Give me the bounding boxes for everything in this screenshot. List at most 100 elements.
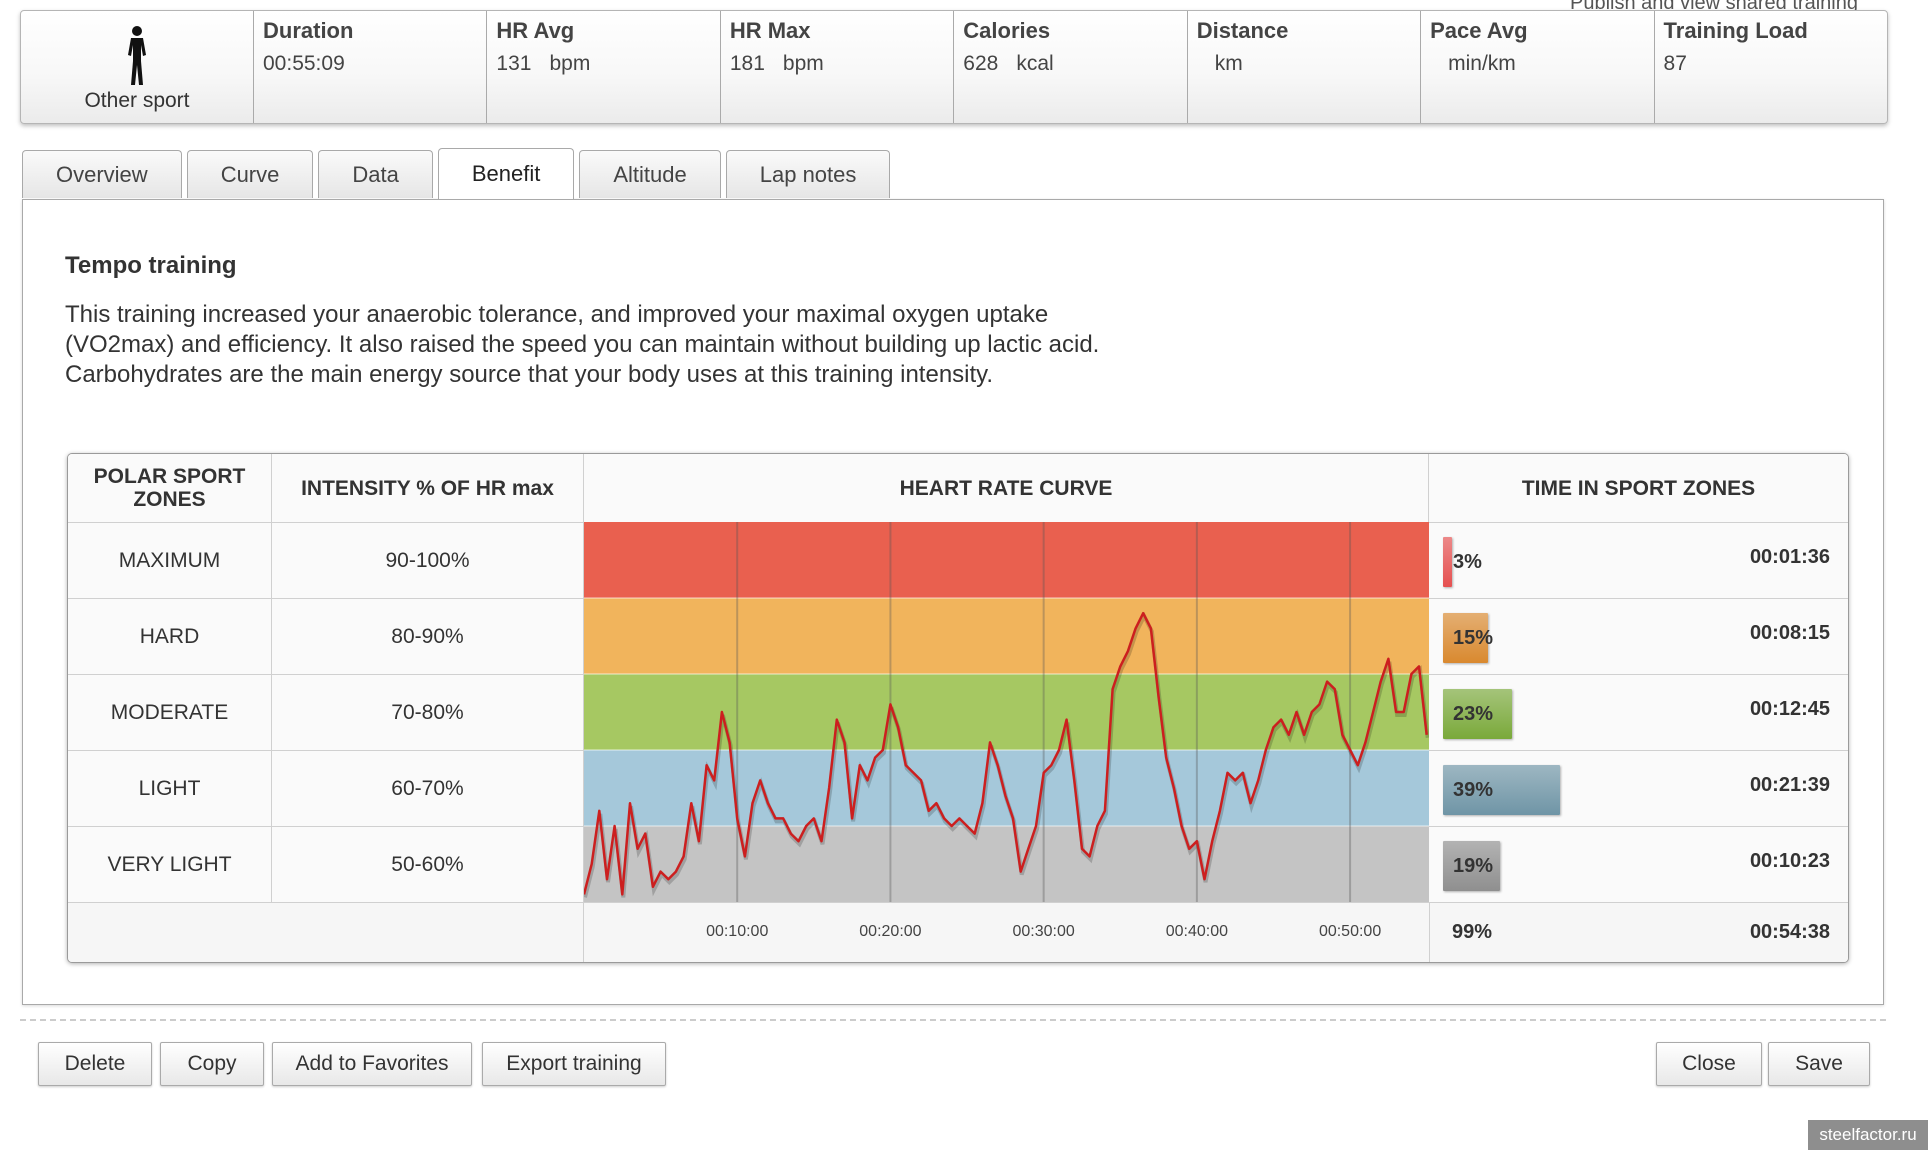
zone-intensity: 90-100% [272,523,584,598]
header-sport-zones: POLAR SPORT ZONES [68,454,272,522]
benefit-title: Tempo training [65,252,237,279]
sport-label: Other sport [84,89,190,112]
heart-rate-curve-chart: 00:10:00 00:20:00 00:30:00 00:40:00 00:50:00 [584,522,1429,940]
zone-time-value: 00:10:23 [1749,850,1830,872]
metric-unit: bpm [549,52,591,75]
zone-time-bar [1443,537,1452,587]
zone-name: MODERATE [68,675,272,750]
zone-name: HARD [68,599,272,674]
zone-time-cell: 39% 00:21:39 [1429,751,1848,826]
zone-time-cell: 23% 00:12:45 [1429,675,1848,750]
zone-name: LIGHT [68,751,272,826]
copy-button[interactable]: Copy [160,1042,264,1086]
metric-value: 628 [963,52,999,75]
zone-time-bar [1443,689,1512,739]
x-tick-label: 00:30:00 [1013,923,1075,940]
zone-time-value: 00:12:45 [1749,698,1830,720]
header-time-in-zones: TIME IN SPORT ZONES [1429,454,1848,522]
zone-intensity: 60-70% [272,751,584,826]
x-tick-label: 00:50:00 [1319,923,1381,940]
metric-title: HR Avg [496,18,575,43]
benefit-description-line: (VO2max) and efficiency. It also raised … [65,331,1100,358]
tab-lap-notes[interactable]: Lap notes [725,150,891,198]
zone-time-cell: 3% 00:01:36 [1429,523,1848,598]
metric-unit: kcal [1016,52,1054,75]
tab-altitude[interactable]: Altitude [579,150,721,198]
zone-time-percent: 39% [1453,779,1494,801]
total-time: 00:54:38 [1749,921,1830,943]
zone-row-moderate: MODERATE 70-80% 23% 00:12:45 [68,674,1848,750]
delete-button[interactable]: Delete [38,1042,152,1086]
benefit-description-line: Carbohydrates are the main energy source… [65,361,994,388]
zone-time-cell: 15% 00:08:15 [1429,599,1848,674]
header-intensity: INTENSITY % OF HR max [272,454,584,522]
metric-value: 181 [729,52,765,75]
metric-calories: Calories 628 kcal [954,11,1188,123]
zone-time-percent: 3% [1453,551,1482,573]
zone-time-percent: 19% [1453,855,1494,877]
metric-title: Distance [1196,18,1289,43]
tab-curve[interactable]: Curve [186,150,314,198]
zone-name: VERY LIGHT [68,827,272,902]
zone-name: MAXIMUM [68,523,272,598]
zone-time-percent: 15% [1453,627,1494,649]
x-tick-label: 00:40:00 [1166,923,1228,940]
zone-intensity: 50-60% [272,827,584,902]
close-button[interactable]: Close [1656,1042,1762,1086]
zone-row-maximum: MAXIMUM 90-100% 3% 00:01:36 [68,522,1848,598]
metric-unit: km [1214,52,1243,75]
section-divider [20,1019,1886,1021]
zone-row-very-light: VERY LIGHT 50-60% 19% 00:10:23 [68,826,1848,902]
zone-band [584,674,1429,750]
tab-benefit[interactable]: Benefit [437,148,575,199]
zones-total-row: 99% 00:54:38 [68,902,1848,962]
total-percent: 99% [1452,921,1493,943]
x-tick-label: 00:10:00 [706,923,768,940]
save-button[interactable]: Save [1768,1042,1870,1086]
watermark: steelfactor.ru [1808,1120,1928,1150]
training-tabs: Overview Curve Data Benefit Altitude Lap… [22,148,895,200]
metric-duration: Duration 00:55:09 [254,11,488,123]
zone-band [584,598,1429,674]
add-to-favorites-button[interactable]: Add to Favorites [272,1042,472,1086]
zone-intensity: 80-90% [272,599,584,674]
zone-intensity: 70-80% [272,675,584,750]
metric-value: 00:55:09 [263,52,345,75]
metric-title: Training Load [1663,18,1808,43]
metric-hr-avg: HR Avg 131 bpm [487,11,721,123]
zone-time-percent: 23% [1453,703,1494,725]
person-silhouette-icon [128,26,146,85]
x-tick-label: 00:20:00 [859,923,921,940]
metric-title: Pace Avg [1430,18,1528,43]
zone-row-light: LIGHT 60-70% 39% 00:21:39 [68,750,1848,826]
export-training-button[interactable]: Export training [482,1042,666,1086]
zone-band [584,826,1429,902]
zone-time-bar [1443,765,1560,815]
benefit-panel: Tempo training This training increased y… [22,199,1884,1005]
zone-time-value: 00:08:15 [1749,622,1830,644]
header-heart-rate-curve: HEART RATE CURVE [584,454,1429,522]
zone-time-value: 00:21:39 [1749,774,1830,796]
tab-overview[interactable]: Overview [22,150,182,198]
zone-time-cell: 19% 00:10:23 [1429,827,1848,902]
benefit-description-line: This training increased your anaerobic t… [65,301,1049,328]
metric-unit: min/km [1448,52,1516,75]
metric-training-load: Training Load 87 [1655,11,1887,123]
benefit-description: This training increased your anaerobic t… [65,300,1265,390]
metric-unit: bpm [782,52,824,75]
heart-rate-line [584,611,1428,896]
zone-time-value: 00:01:36 [1749,546,1830,568]
metric-value: 131 [496,52,532,75]
tab-data[interactable]: Data [318,150,433,198]
sport-zones-table: POLAR SPORT ZONES INTENSITY % OF HR max … [67,453,1849,963]
metric-title: HR Max [729,18,811,43]
zone-band [584,522,1429,598]
metric-title: Duration [263,18,354,43]
metric-title: Calories [963,18,1051,43]
zone-band [584,750,1429,826]
sport-type: Other sport [21,11,254,123]
zone-time-bar [1443,613,1488,663]
zone-row-hard: HARD 80-90% 15% 00:08:15 [68,598,1848,674]
zone-time-bar [1443,841,1500,891]
metric-value: 87 [1663,52,1687,75]
